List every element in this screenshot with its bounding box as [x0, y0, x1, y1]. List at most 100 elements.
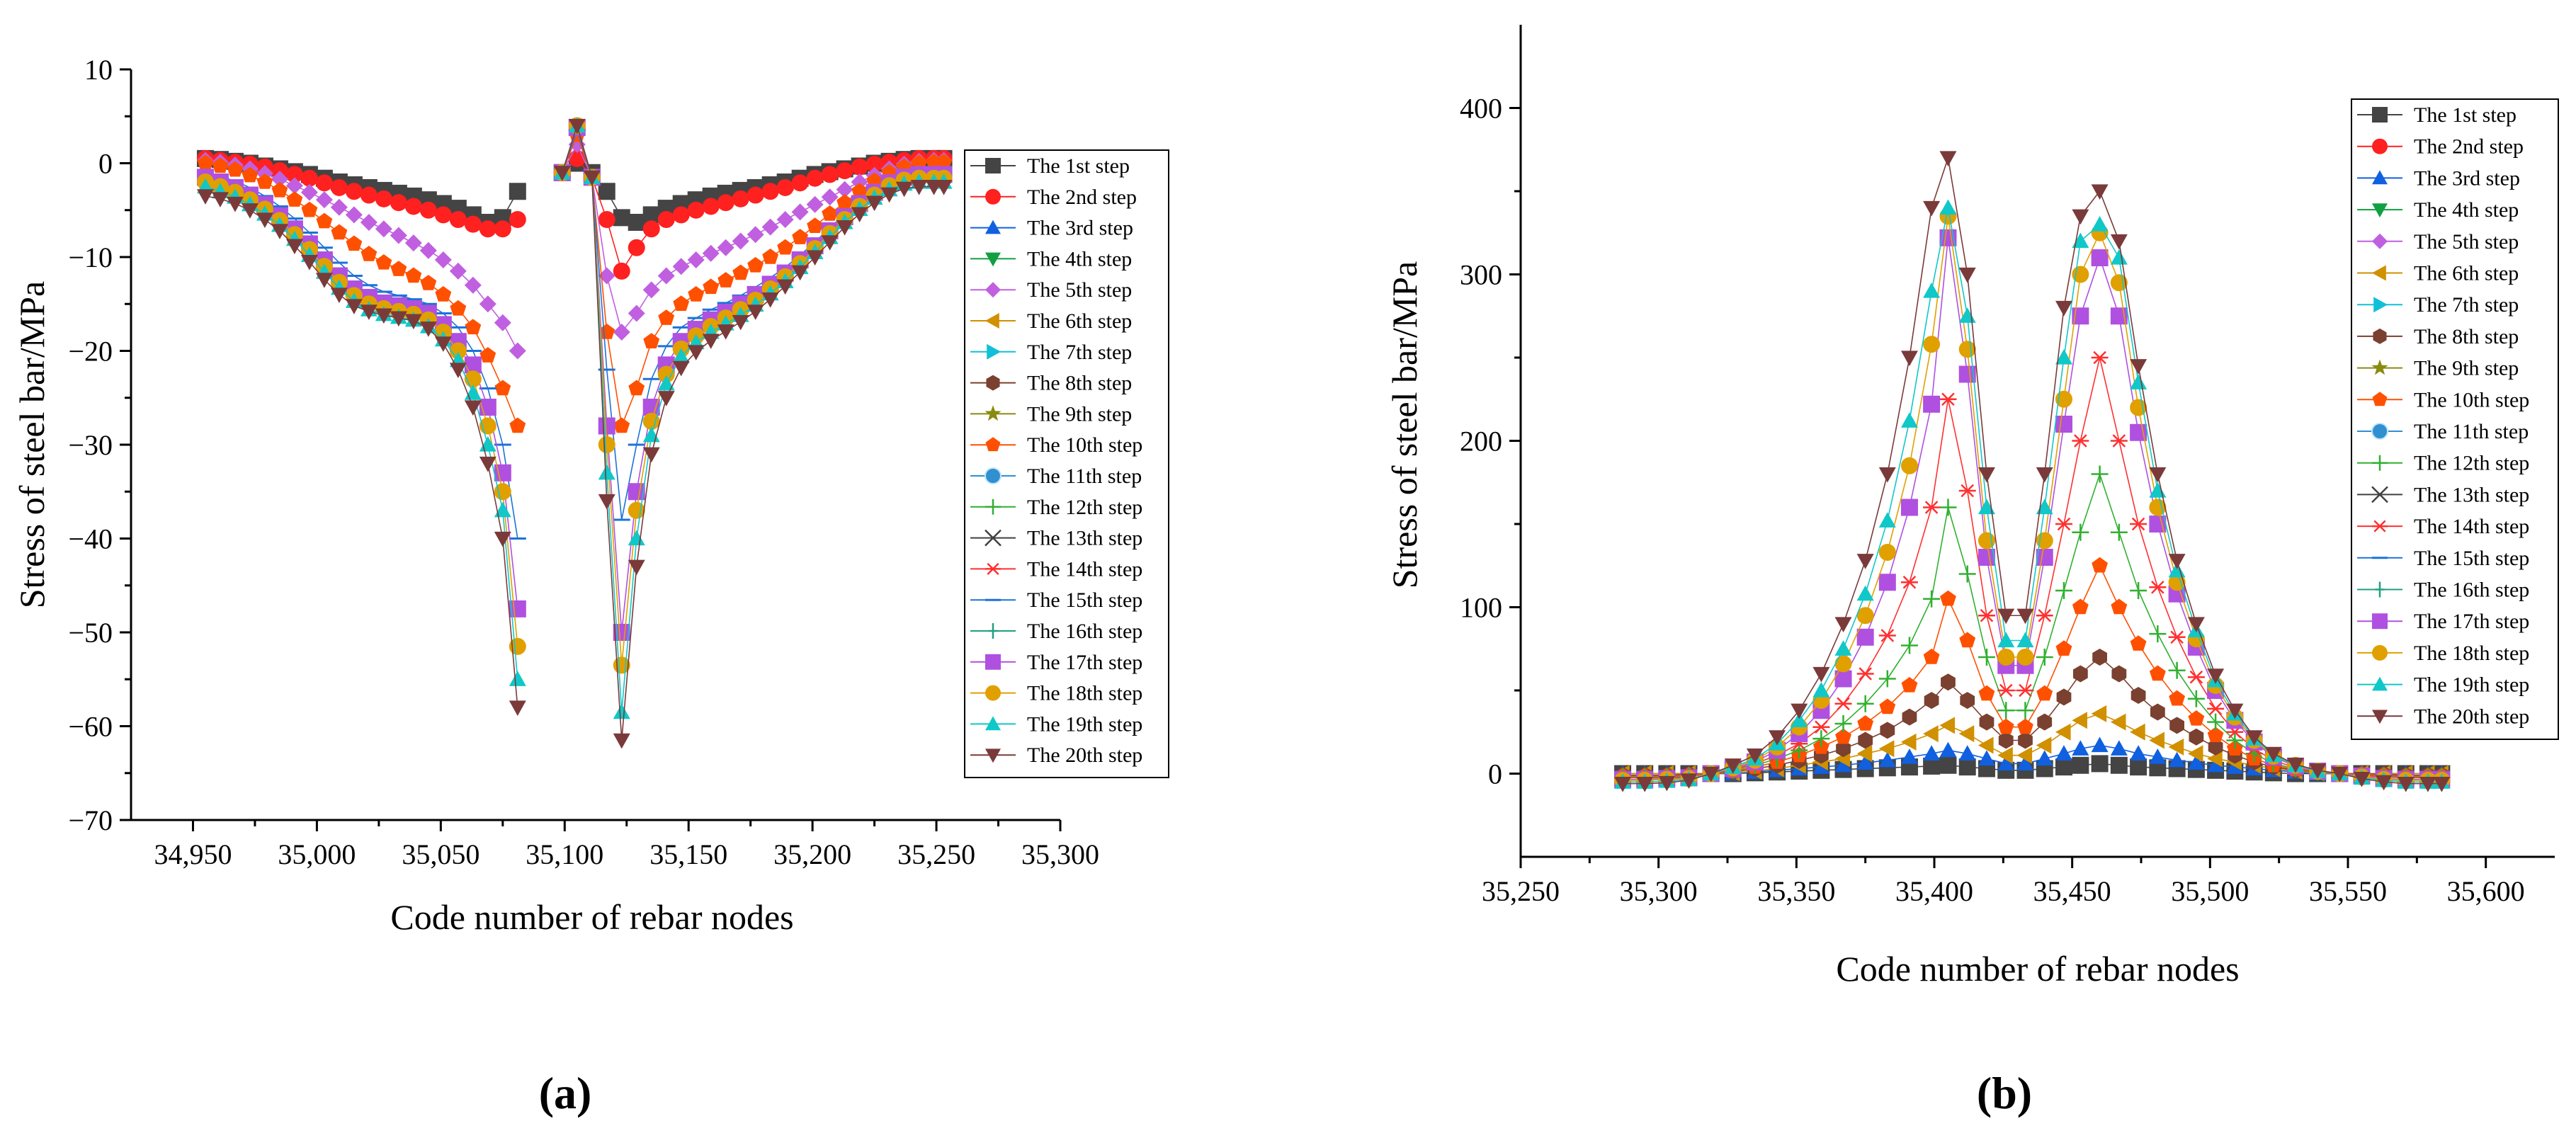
a-legend-label: The 18th step — [1027, 682, 1142, 705]
b-legend-marker — [2375, 581, 2385, 598]
a-data-point — [642, 426, 660, 443]
b-data-point — [1979, 713, 1995, 731]
b-data-point — [1940, 590, 1956, 606]
a-data-point — [420, 275, 437, 290]
b-legend-item: The 18th step — [2357, 642, 2529, 665]
b-data-point — [2187, 754, 2205, 770]
b-data-point — [2353, 771, 2371, 787]
a-y-tick-label: 10 — [84, 54, 113, 86]
b-data-point — [2207, 756, 2225, 773]
a-legend-item: The 4th step — [970, 247, 1132, 271]
a-data-point — [286, 191, 303, 207]
b-data-point — [1924, 692, 1939, 710]
a-data-point — [479, 220, 497, 238]
b-data-point — [1900, 351, 1918, 366]
a-data-point — [836, 220, 853, 236]
b-data-point — [1958, 565, 1976, 583]
a-data-point — [628, 239, 645, 256]
b-data-point — [1878, 467, 1896, 483]
a-data-point — [509, 417, 526, 433]
a-data-point — [494, 380, 511, 396]
a-data-point — [613, 324, 630, 341]
b-legend-marker — [2371, 423, 2388, 440]
b-data-point — [2110, 523, 2128, 541]
b-data-point — [2072, 209, 2089, 225]
b-data-point — [1997, 746, 2013, 764]
a-data-point — [375, 220, 392, 238]
a-data-point — [642, 447, 660, 463]
b-data-point — [1923, 745, 1941, 761]
b-data-point — [2187, 670, 2205, 684]
b-legend-marker — [2372, 455, 2388, 471]
a-data-point — [822, 205, 839, 221]
b-data-point — [2016, 683, 2034, 698]
b-data-point — [2037, 713, 2053, 731]
b-data-point — [2091, 705, 2107, 722]
a-data-point — [271, 224, 288, 239]
b-data-point — [2110, 234, 2128, 250]
b-data-point — [1878, 670, 1896, 688]
b-data-point — [1997, 649, 2015, 666]
b-data-point — [1902, 708, 1917, 726]
b-data-point — [2433, 777, 2451, 792]
b-data-point — [2036, 685, 2053, 701]
b-data-point — [2055, 758, 2072, 776]
a-data-point — [643, 333, 660, 348]
a-x-tick-label: 35,200 — [773, 838, 851, 870]
a-data-point — [494, 531, 511, 547]
a-legend-label: The 16th step — [1027, 620, 1142, 643]
a-data-point — [851, 207, 868, 223]
a-data-point — [792, 229, 809, 244]
a-data-point — [836, 194, 853, 210]
b-data-point — [1901, 676, 1918, 693]
chart-panel-b: 35,250 35,300 35,350 35,400 35,450 35,500 35,5… — [1385, 25, 2559, 1118]
b-data-point — [2130, 582, 2147, 599]
b-data-point — [2226, 731, 2244, 749]
b-data-point — [1856, 554, 1874, 569]
b-data-point — [2091, 184, 2109, 200]
a-data-point — [390, 261, 407, 276]
a-data-point — [776, 211, 794, 228]
b-data-point — [1939, 756, 1957, 774]
b-data-point — [1879, 698, 1896, 714]
a-legend-marker — [985, 252, 1001, 267]
b-legend-marker — [2372, 107, 2388, 123]
a-series-line — [205, 162, 518, 426]
b-legend-label: The 6th step — [2414, 262, 2519, 285]
b-legend-marker — [2372, 520, 2388, 533]
b-data-point — [1978, 499, 1995, 515]
a-data-point — [211, 192, 229, 207]
a-data-point — [762, 249, 779, 264]
a-data-point — [434, 251, 452, 268]
b-data-point — [2018, 731, 2033, 749]
a-data-point — [747, 226, 764, 244]
b-x-tick-label: 35,300 — [1620, 875, 1698, 907]
a-data-point — [271, 181, 288, 198]
a-legend-label: The 14th step — [1027, 557, 1142, 581]
a-data-point — [761, 292, 779, 308]
a-data-point — [628, 213, 645, 231]
b-data-point — [1978, 608, 1995, 622]
a-data-point — [717, 324, 734, 340]
b-data-point — [2036, 499, 2053, 515]
a-data-point — [390, 311, 407, 327]
b-legend-marker — [2372, 203, 2388, 218]
b-data-point — [1978, 467, 1995, 483]
b-data-point — [1878, 740, 1895, 758]
b-legend-label: The 10th step — [2414, 388, 2529, 411]
a-data-point — [390, 227, 407, 244]
chart-b-series-group — [1614, 151, 2451, 792]
a-series-line — [205, 195, 518, 708]
a-data-point — [271, 171, 288, 188]
a-data-point — [494, 314, 511, 331]
b-legend-marker — [2373, 297, 2388, 313]
b-data-point — [1997, 632, 2015, 648]
a-legend-item: The 20th step — [970, 744, 1142, 767]
a-data-point — [613, 209, 630, 227]
b-data-point — [2036, 608, 2053, 622]
b-data-point — [2110, 756, 2128, 774]
a-data-point — [866, 195, 883, 212]
b-legend-item: The 6th step — [2357, 262, 2519, 285]
b-data-point — [2091, 465, 2109, 483]
b-legend-item: The 5th step — [2357, 230, 2519, 254]
